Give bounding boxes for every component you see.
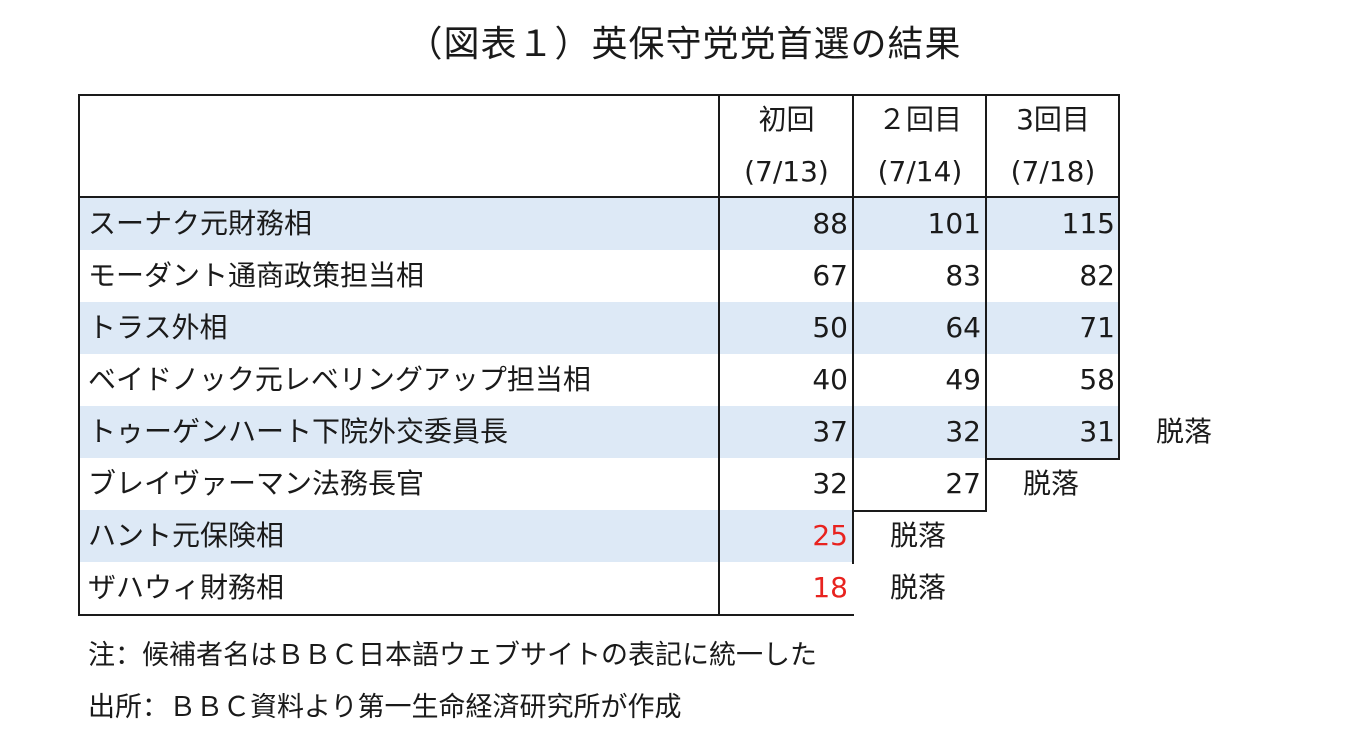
header-round3-label: 3回目 [1016, 103, 1090, 136]
candidate-name: ハント元保険相 [88, 519, 285, 552]
header-round1-label: 初回 [758, 103, 815, 136]
candidate-name: トラス外相 [88, 311, 228, 344]
candidate-name: トゥーゲンハート下院外交委員長 [88, 415, 509, 448]
header-round3-date: (7/18) [1010, 155, 1096, 188]
round1-votes: 25 [812, 519, 848, 552]
eliminated-label: 脱落 [890, 519, 947, 552]
round2-votes: 64 [945, 311, 981, 344]
round3-votes: 71 [1079, 311, 1115, 344]
round3-votes: 31 [1079, 415, 1115, 448]
column-divider [852, 94, 854, 564]
figure-title: （図表１）英保守党党首選の結果 [406, 24, 962, 65]
row-band [80, 406, 1119, 458]
round2-votes: 27 [945, 467, 981, 500]
round2-votes: 101 [927, 207, 981, 240]
header-round2-date: (7/14) [877, 155, 963, 188]
column-divider [985, 94, 987, 512]
candidate-name: ベイドノック元レベリングアップ担当相 [88, 363, 591, 396]
round3-votes: 82 [1079, 259, 1115, 292]
round1-votes: 50 [812, 311, 848, 344]
candidate-name: スーナク元財務相 [88, 207, 313, 240]
round1-votes: 67 [812, 259, 848, 292]
table-border-top [78, 94, 1120, 96]
eliminated-label: 脱落 [890, 571, 947, 604]
round2-votes: 49 [945, 363, 981, 396]
candidate-name: ブレイヴァーマン法務長官 [88, 467, 425, 500]
table-border-left [78, 94, 80, 616]
row-band [80, 510, 852, 562]
round1-votes: 88 [812, 207, 848, 240]
source-note: 出所：ＢＢＣ資料より第一生命経済研究所が作成 [88, 692, 682, 723]
column-divider [718, 94, 720, 616]
table-border-bottom [78, 614, 720, 616]
round2-votes: 83 [945, 259, 981, 292]
header-round1-date: (7/13) [744, 155, 829, 188]
round3-bottom-border [985, 458, 1120, 460]
round1-votes: 32 [812, 467, 848, 500]
candidate-name: モーダント通商政策担当相 [88, 259, 425, 292]
candidate-name: ザハウィ財務相 [88, 571, 285, 604]
row-band [80, 198, 1119, 250]
round1-votes: 40 [812, 363, 848, 396]
round1-votes: 18 [812, 571, 848, 604]
round2-votes: 32 [945, 415, 981, 448]
header-divider [78, 196, 1120, 198]
footnote: 注：候補者名はＢＢＣ日本語ウェブサイトの表記に統一した [88, 640, 817, 671]
round1-bottom-border [718, 614, 854, 616]
round2-bottom-border [852, 510, 987, 512]
header-round2-label: ２回目 [877, 103, 962, 136]
round3-votes: 115 [1061, 207, 1115, 240]
table-border-right [1118, 94, 1120, 460]
eliminated-label: 脱落 [1156, 415, 1213, 448]
row-band [80, 302, 1119, 354]
round3-votes: 58 [1079, 363, 1115, 396]
round1-votes: 37 [812, 415, 848, 448]
eliminated-label: 脱落 [1023, 467, 1080, 500]
